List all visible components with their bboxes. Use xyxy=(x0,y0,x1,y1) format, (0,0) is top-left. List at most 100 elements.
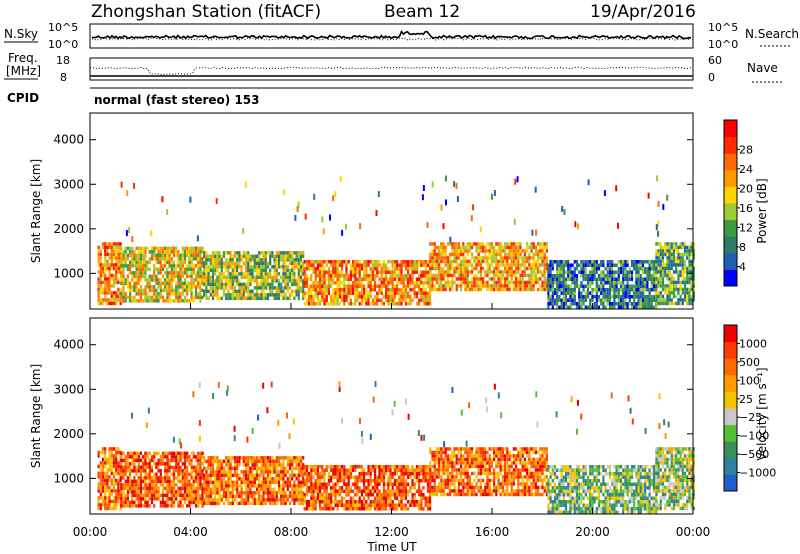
power-echo-cell xyxy=(112,284,116,288)
power-echo-cell xyxy=(486,280,489,285)
power-echo-cell xyxy=(157,299,160,303)
power-echo-cell xyxy=(112,252,116,257)
velocity-echo-cell xyxy=(343,479,346,483)
velocity-echo-cell xyxy=(288,463,292,467)
power-echo-cell xyxy=(240,258,243,262)
power-echo-cell xyxy=(148,278,151,282)
power-echo-cell xyxy=(277,265,281,269)
power-echo-cell xyxy=(438,280,441,285)
power-echo-cell xyxy=(655,305,658,309)
power-echo-cell xyxy=(214,254,217,259)
power-echo-cell xyxy=(227,282,230,287)
power-echo-cell xyxy=(354,288,357,292)
power-echo-cell xyxy=(299,254,303,259)
velocity-echo-cell xyxy=(286,487,289,492)
velocity-echo-cell xyxy=(291,466,294,471)
power-echo-cell xyxy=(655,288,658,292)
power-echo-cell xyxy=(101,245,105,250)
velocity-echo-cell xyxy=(233,470,237,474)
velocity-echo-cell xyxy=(222,494,226,499)
power-echo-cell xyxy=(332,270,335,274)
power-echo-cell xyxy=(291,258,294,262)
power-echo-cell xyxy=(323,284,326,288)
power-echo-cell xyxy=(277,258,281,262)
power-echo-cell xyxy=(635,295,638,299)
velocity-echo-cell xyxy=(314,496,317,500)
velocity-echo-cell xyxy=(122,469,125,473)
velocity-echo-cell xyxy=(183,490,187,494)
power-echo-cell xyxy=(299,272,303,276)
power-echo-cell xyxy=(615,302,618,306)
power-echo-cell xyxy=(457,256,460,260)
power-echo-cell xyxy=(314,281,317,285)
power-echo-cell xyxy=(334,263,337,267)
power-echo-cell xyxy=(648,263,651,267)
velocity-echo-cell xyxy=(203,477,206,481)
power-echo-cell xyxy=(183,257,187,261)
power-echo-cell xyxy=(291,251,294,255)
power-echo-cell xyxy=(387,291,390,295)
power-echo-cell xyxy=(310,274,313,278)
power-echo-cell xyxy=(336,284,339,288)
velocity-echo-cell xyxy=(197,458,200,463)
power-echo-cell xyxy=(429,270,432,274)
power-echo-cell xyxy=(262,258,265,262)
power-echo-cell xyxy=(442,273,445,278)
power-echo-cell xyxy=(142,267,145,272)
power-echo-cell xyxy=(273,258,276,262)
velocity-echo-cell xyxy=(269,459,272,464)
power-echo-cell xyxy=(282,265,285,269)
velocity-echo-cell xyxy=(112,499,116,504)
power-echo-cell xyxy=(686,280,689,285)
power-echo-cell xyxy=(495,280,498,285)
power-echo-cell xyxy=(686,252,689,257)
velocity-echo-cell xyxy=(137,458,140,463)
power-echo-cell xyxy=(336,302,339,306)
power-echo-cell xyxy=(201,295,204,300)
velocity-echo-cell xyxy=(148,462,151,466)
power-echo-cell xyxy=(336,298,339,302)
power-echo-cell xyxy=(363,284,366,288)
power-echo-cell xyxy=(619,281,623,285)
power-echo-cell xyxy=(477,280,480,285)
power-echo-cell xyxy=(659,301,662,306)
power-echo-cell xyxy=(633,291,636,295)
velocity-echo-cell xyxy=(282,470,285,474)
velocity-echo-cell xyxy=(363,468,366,472)
velocity-echo-cell xyxy=(170,455,173,459)
power-echo-cell xyxy=(652,298,656,302)
power-echo-cell xyxy=(291,265,294,269)
velocity-echo-cell xyxy=(319,486,322,490)
power-echo-cell xyxy=(630,274,634,278)
velocity-echo-cell xyxy=(137,493,140,498)
power-echo-cell xyxy=(247,258,250,262)
velocity-echo-cell xyxy=(345,507,348,511)
power-echo-cell xyxy=(647,192,650,199)
power-echo-cell xyxy=(679,294,682,299)
velocity-echo-cell xyxy=(168,458,171,463)
power-echo-cell xyxy=(302,254,305,259)
power-echo-cell xyxy=(655,224,658,231)
power-echo-cell xyxy=(549,260,552,264)
power-echo-cell xyxy=(168,257,171,261)
power-echo-cell xyxy=(512,252,515,257)
power-echo-cell xyxy=(686,273,689,278)
power-echo-cell xyxy=(316,288,319,292)
velocity-echo-cell xyxy=(126,486,129,491)
power-echo-cell xyxy=(275,265,278,269)
power-echo-cell xyxy=(150,253,154,258)
velocity-echo-cell xyxy=(126,504,129,508)
velocity-echo-cell xyxy=(253,459,256,464)
power-echo-cell xyxy=(144,292,147,296)
power-echo-cell xyxy=(468,280,471,285)
power-echo-cell xyxy=(539,270,542,274)
velocity-echo-cell xyxy=(117,482,120,486)
velocity-echo-cell xyxy=(343,496,346,500)
power-echo-cell xyxy=(460,284,463,288)
power-echo-cell xyxy=(323,291,326,295)
velocity-echo-cell xyxy=(115,457,118,462)
power-echo-cell xyxy=(637,305,640,309)
velocity-echo-cell xyxy=(186,472,189,477)
velocity-echo-cell xyxy=(172,490,176,494)
power-echo-cell xyxy=(633,284,636,288)
